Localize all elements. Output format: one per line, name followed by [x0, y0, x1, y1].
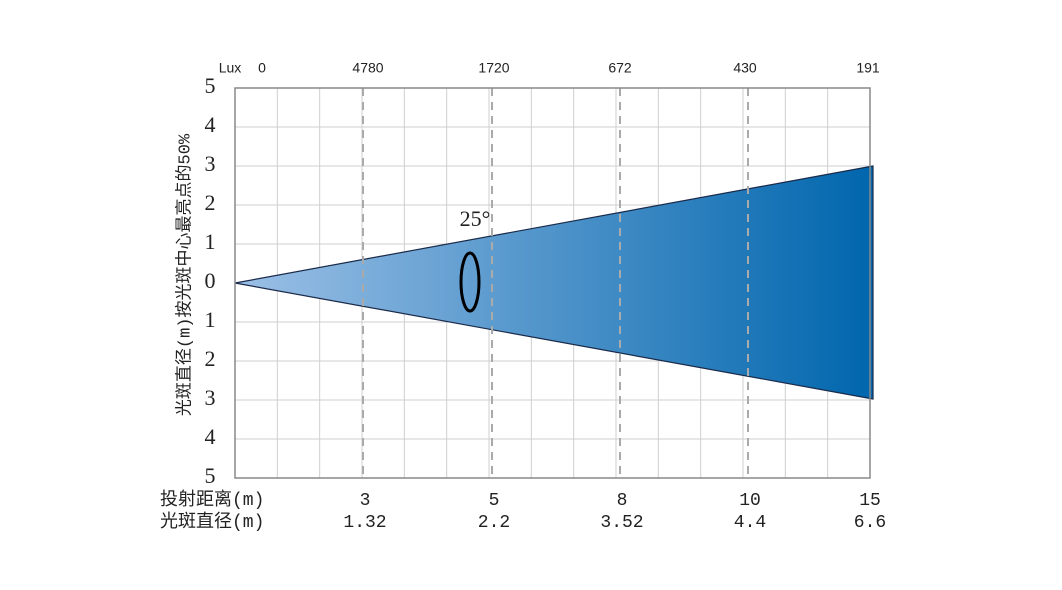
- y-label: 4: [205, 112, 216, 137]
- lux-label: 672: [608, 60, 632, 76]
- lux-label: 0: [258, 60, 266, 76]
- y-label: 5: [205, 463, 216, 488]
- lux-unit: Lux: [219, 60, 242, 76]
- row-value: 1.32: [343, 513, 386, 533]
- spot-ellipse: [459, 251, 481, 313]
- left-axis-title: 光斑直径(m)按光斑中心最亮点的50%: [174, 133, 195, 416]
- row-label: 投射距离(m): [160, 489, 264, 511]
- lux-label: 430: [733, 60, 757, 76]
- row-value: 3.52: [600, 513, 643, 533]
- row-value: 6.6: [854, 513, 886, 533]
- beam-cone: [234, 165, 874, 400]
- angle-label: 25°: [460, 206, 491, 231]
- row-value: 4.4: [734, 513, 766, 533]
- row-value: 8: [617, 491, 628, 511]
- row-value: 5: [489, 491, 500, 511]
- row-value: 3: [360, 491, 371, 511]
- plot-frame: [234, 87, 871, 479]
- row-label: 光斑直径(m): [160, 511, 264, 533]
- lux-label: 191: [856, 60, 880, 76]
- row-value: 10: [739, 491, 761, 511]
- y-label: 5: [205, 73, 216, 98]
- row-value: 15: [859, 491, 881, 511]
- y-label: 1: [205, 229, 216, 254]
- row-value: 2.2: [478, 513, 510, 533]
- y-label: 1: [205, 307, 216, 332]
- y-label: 2: [205, 346, 216, 371]
- y-label: 0: [205, 268, 216, 293]
- lux-label: 4780: [352, 60, 383, 76]
- y-label: 4: [205, 424, 216, 449]
- y-label: 2: [205, 190, 216, 215]
- y-label: 3: [205, 151, 216, 176]
- dashed-lines: [362, 88, 749, 478]
- y-label: 3: [205, 385, 216, 410]
- lux-label: 1720: [478, 60, 509, 76]
